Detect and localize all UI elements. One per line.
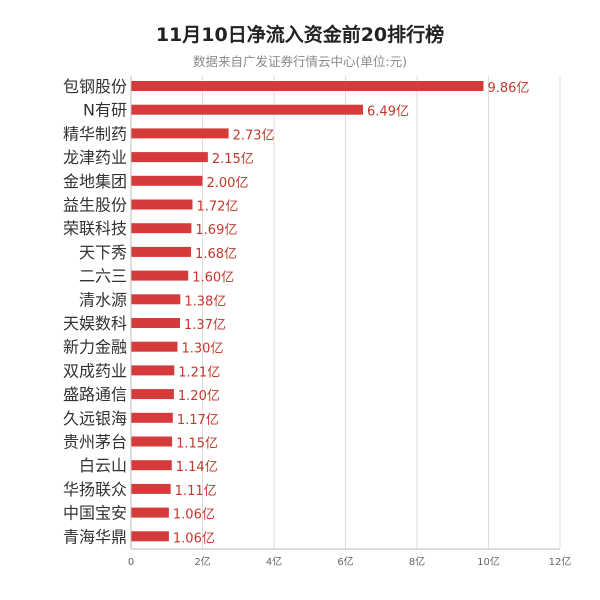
category-label: 中国宝安 [63, 504, 127, 523]
value-label: 1.06亿 [173, 531, 215, 546]
chart-title: 11月10日净流入资金前20排行榜 [155, 24, 445, 46]
value-label: 1.72亿 [196, 200, 238, 215]
value-label: 1.20亿 [178, 389, 220, 404]
bar [131, 483, 171, 494]
chart-subtitle: 数据来自广发证券行情云中心(单位:元) [193, 54, 407, 69]
value-label: 2.73亿 [233, 128, 275, 143]
category-label: 盛路通信 [63, 385, 127, 404]
category-label: 包钢股份 [63, 77, 127, 96]
value-label: 1.37亿 [184, 318, 226, 333]
category-label: 精华制药 [63, 124, 127, 143]
x-tick-label: 10亿 [477, 555, 500, 568]
bar [131, 294, 181, 305]
bar [131, 412, 173, 423]
x-tick-label: 4亿 [266, 555, 282, 568]
category-label: 益生股份 [63, 196, 127, 215]
value-label: 1.14亿 [176, 460, 218, 475]
category-label: 青海华鼎 [63, 527, 127, 546]
value-label: 1.11亿 [175, 484, 217, 499]
category-label: 白云山 [79, 456, 127, 475]
value-label: 1.17亿 [177, 413, 219, 428]
category-label: 二六三 [79, 267, 127, 286]
bar [131, 460, 172, 471]
x-tick-label: 2亿 [194, 555, 210, 568]
x-tick-label: 12亿 [549, 555, 572, 568]
bar [131, 341, 178, 352]
category-label: 贵州茅台 [63, 433, 127, 452]
bar [131, 175, 203, 186]
category-label: 天娱数科 [63, 314, 127, 333]
x-axis: 0 2亿 4亿 6亿 8亿 10亿 12亿 [128, 76, 572, 568]
value-label: 1.21亿 [178, 365, 220, 380]
category-label: 龙津药业 [63, 148, 127, 167]
value-label: 6.49亿 [367, 105, 409, 120]
value-label: 1.06亿 [173, 508, 215, 523]
value-label: 2.15亿 [212, 152, 254, 167]
bar [131, 81, 484, 91]
bar [131, 199, 193, 210]
category-label: 华扬联众 [63, 480, 127, 499]
bar [131, 270, 189, 281]
value-label: 1.60亿 [192, 271, 234, 286]
category-label: 双成药业 [63, 361, 127, 380]
bar [131, 223, 192, 234]
value-label: 1.30亿 [181, 342, 223, 357]
grid-lines [202, 76, 561, 549]
bar [131, 531, 169, 542]
bar [131, 128, 229, 139]
bar [131, 436, 173, 447]
bar [131, 318, 180, 328]
value-label: 1.69亿 [195, 223, 237, 238]
bar [131, 246, 192, 257]
value-label: 2.00亿 [207, 176, 249, 191]
value-label: 1.38亿 [184, 294, 226, 309]
value-label: 1.68亿 [195, 247, 237, 262]
category-label: 新力金融 [63, 338, 127, 357]
value-label: 1.15亿 [176, 437, 218, 452]
x-tick-label: 8亿 [409, 555, 425, 568]
bar [131, 507, 169, 518]
bar [131, 365, 175, 376]
bar [131, 389, 174, 400]
category-label: 金地集团 [63, 172, 127, 191]
category-label: 荣联科技 [63, 219, 127, 238]
x-tick-label: 6亿 [337, 555, 353, 568]
category-label: 天下秀 [79, 243, 127, 262]
category-label: 久远银海 [63, 409, 127, 428]
category-label: N有研 [83, 101, 127, 120]
bar [131, 152, 208, 163]
value-label: 9.86亿 [487, 81, 529, 96]
bar [131, 104, 364, 115]
x-tick-label: 0 [128, 557, 134, 568]
category-label: 清水源 [79, 290, 127, 309]
